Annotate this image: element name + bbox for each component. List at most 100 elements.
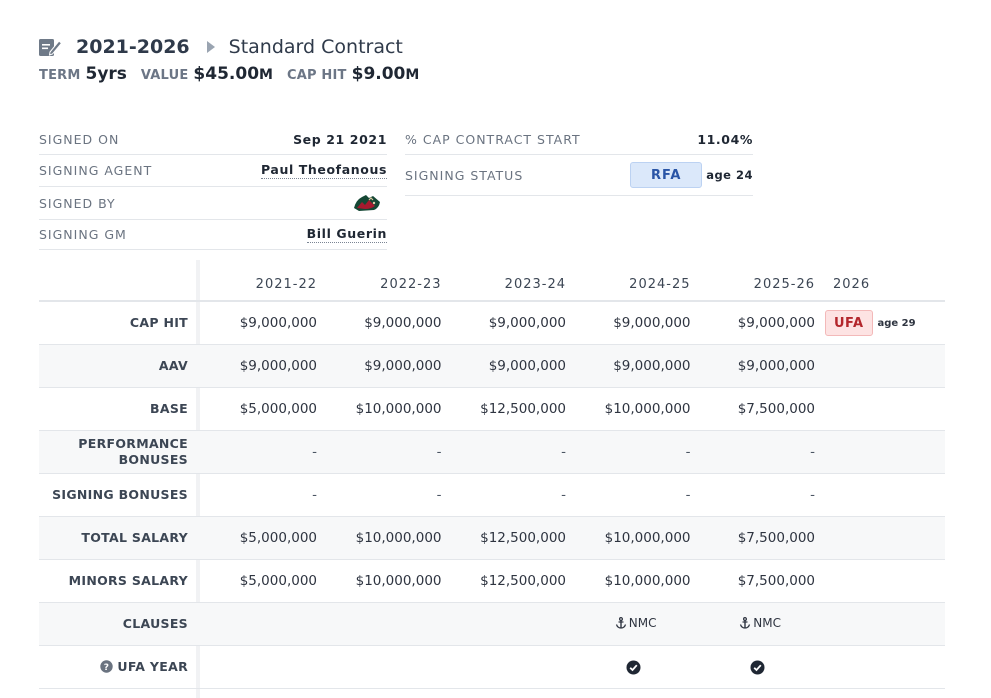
signing-agent-label: SIGNING AGENT	[39, 163, 153, 178]
contract-years: 2021-2026	[76, 36, 190, 58]
signed-on-label: SIGNED ON	[39, 131, 120, 147]
table-cell: $10,000,000	[604, 530, 691, 546]
table-cell	[691, 660, 816, 675]
table-cell: -	[810, 487, 815, 503]
nmc-clause[interactable]: NMC	[615, 616, 657, 630]
row-label: SIGNING BONUSES	[52, 487, 188, 502]
signed-by-label: SIGNED BY	[39, 195, 116, 211]
signing-agent-link[interactable]: Paul Theofanous	[261, 162, 387, 179]
caphit-label: CAP HIT	[286, 68, 347, 83]
row-label: AAV	[158, 358, 188, 373]
table-row: ? UFA YEAR	[39, 646, 945, 689]
cap-pct-value: 11.04%	[697, 131, 753, 147]
table-cell: $10,000,000	[355, 573, 442, 589]
value-amount: $45.00	[193, 64, 260, 84]
table-cell: $5,000,000	[239, 401, 317, 417]
table-cell: $9,000,000	[239, 315, 317, 331]
season-header: 2024-25	[629, 277, 691, 292]
season-header: 2025-26	[753, 277, 815, 292]
row-label-line: PERFORMANCE	[78, 436, 188, 451]
clause-text: NMC	[753, 615, 781, 630]
table-cell	[566, 660, 691, 675]
clause-text: NMC	[628, 615, 657, 630]
signing-status-value: RFA age 24	[630, 162, 753, 188]
table-cell: $7,500,000	[737, 530, 815, 546]
table-row: TOTAL SALARY $5,000,000 $10,000,000 $12,…	[39, 517, 945, 560]
signed-by-row: SIGNED BY	[39, 187, 387, 220]
cap-pct-label: % CAP CONTRACT START	[405, 131, 581, 147]
table-row: BASE $5,000,000 $10,000,000 $12,500,000 …	[39, 388, 945, 431]
signing-info-right: % CAP CONTRACT START 11.04% SIGNING STAT…	[405, 124, 753, 196]
rfa-badge: RFA	[630, 162, 703, 188]
row-label: ? UFA YEAR	[39, 659, 188, 675]
row-label: MINORS SALARY	[68, 573, 188, 588]
row-label: CLAUSES	[122, 616, 188, 631]
ufa-age: age 29	[877, 317, 916, 329]
svg-text:?: ?	[104, 663, 110, 673]
table-cell: $10,000,000	[355, 530, 442, 546]
help-circle-icon[interactable]: ?	[100, 660, 114, 673]
value-label: VALUE	[140, 68, 189, 83]
season-header: 2023-24	[504, 277, 566, 292]
caphit-value: $9.00M	[352, 64, 420, 84]
row-label-line: BONUSES	[118, 452, 188, 467]
signing-agent-row: SIGNING AGENT Paul Theofanous	[39, 155, 387, 187]
signing-age: age 24	[706, 168, 753, 182]
ufa-year-label: UFA YEAR	[117, 659, 188, 674]
row-label: CAP HIT	[129, 315, 188, 330]
table-cell: $9,000,000	[613, 358, 691, 374]
term-label: TERM	[39, 68, 81, 83]
table-cell: $10,000,000	[604, 573, 691, 589]
table-cell: $12,500,000	[480, 401, 566, 417]
table-cell: -	[312, 444, 317, 460]
table-cell: -	[436, 444, 442, 460]
table-row: SIGNING BONUSES - - - - -	[39, 474, 945, 517]
signing-gm-link[interactable]: Bill Guerin	[306, 226, 387, 243]
table-row: PERFORMANCE BONUSES - - - - -	[39, 431, 945, 474]
table-cell: NMC	[691, 616, 816, 633]
table-cell: -	[561, 487, 566, 503]
term-value: 5yrs	[85, 64, 127, 84]
contract-edit-icon	[39, 39, 63, 56]
table-cell: $9,000,000	[488, 358, 566, 374]
signed-on-row: SIGNED ON Sep 21 2021	[39, 124, 387, 155]
table-cell: $5,000,000	[239, 573, 317, 589]
table-row: MINORS SALARY $5,000,000 $10,000,000 $12…	[39, 560, 945, 603]
check-circle-icon	[750, 660, 765, 674]
nmc-clause[interactable]: NMC	[739, 616, 781, 630]
row-label: BASE	[150, 401, 188, 416]
table-cell: $9,000,000	[364, 358, 442, 374]
row-label: TOTAL SALARY	[81, 530, 188, 545]
table-cell: $10,000,000	[355, 401, 442, 417]
table-cell: -	[561, 444, 566, 460]
contract-type: Standard Contract	[228, 36, 403, 58]
chevron-right-icon	[206, 41, 215, 53]
table-header-row: 2021-22 2022-23 2023-24 2024-25 2025-26 …	[39, 260, 945, 302]
season-header: 2021-22	[255, 277, 317, 292]
signing-status-row: SIGNING STATUS RFA age 24	[405, 155, 753, 196]
minnesota-wild-logo[interactable]	[353, 194, 381, 212]
table-cell: $9,000,000	[613, 315, 691, 331]
table-row: CLAUSES NMC NMC	[39, 603, 945, 646]
table-cell: NMC	[566, 616, 691, 633]
table-cell: $9,000,000	[488, 315, 566, 331]
final-season-header: 2026	[833, 277, 871, 292]
table-cell: $12,500,000	[480, 530, 566, 546]
table-cell: -	[312, 487, 317, 503]
table-cell: $9,000,000	[737, 358, 815, 374]
table-cell: -	[436, 487, 442, 503]
signed-on-value: Sep 21 2021	[293, 131, 387, 147]
signing-status-label: SIGNING STATUS	[405, 167, 524, 183]
final-status: UFA age 29	[815, 310, 916, 336]
table-cell: $9,000,000	[364, 315, 442, 331]
contract-summary: TERM 5yrs VALUE $45.00M CAP HIT $9.00M	[39, 64, 433, 86]
table-cell: $5,000,000	[239, 530, 317, 546]
signing-gm-label: SIGNING GM	[39, 227, 127, 242]
season-header: 2022-23	[380, 277, 442, 292]
signing-info-left: SIGNED ON Sep 21 2021 SIGNING AGENT Paul…	[39, 124, 387, 250]
table-cell: $12,500,000	[480, 573, 566, 589]
anchor-icon	[615, 616, 626, 629]
table-cell: -	[685, 487, 691, 503]
ufa-badge: UFA	[825, 310, 873, 336]
